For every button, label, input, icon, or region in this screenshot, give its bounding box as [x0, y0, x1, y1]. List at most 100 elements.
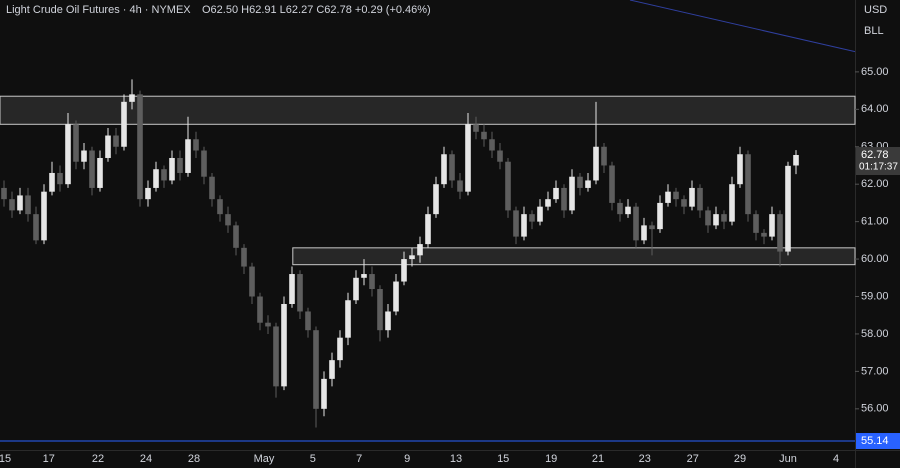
- x-tick-label: 24: [140, 453, 152, 465]
- x-tick-label: 17: [43, 453, 55, 465]
- x-tick-label: 19: [545, 453, 557, 465]
- candle-body: [609, 165, 615, 203]
- candle-body: [193, 139, 199, 151]
- candle-body: [561, 187, 567, 211]
- price-zone: [0, 95, 856, 125]
- candle-body: [521, 214, 527, 237]
- candle-body: [9, 199, 15, 211]
- candle-body: [513, 210, 519, 237]
- candle-body: [593, 146, 599, 181]
- candle-body: [449, 154, 455, 181]
- candle-body: [65, 124, 71, 185]
- candle-body: [721, 214, 727, 222]
- candle-body: [337, 337, 343, 361]
- candle-body: [473, 124, 479, 132]
- candle-body: [25, 195, 31, 215]
- candle-body: [121, 101, 127, 147]
- x-tick-label: May: [254, 453, 275, 465]
- countdown: 01:17:37: [859, 162, 898, 173]
- candle-body: [217, 199, 223, 215]
- candle-body: [369, 274, 375, 290]
- candle-body: [497, 150, 503, 162]
- candle-body: [545, 199, 551, 207]
- candle-body: [481, 131, 487, 140]
- candle-body: [697, 187, 703, 211]
- candle-body: [209, 176, 215, 200]
- unit: BLL: [864, 25, 884, 37]
- plot-area: [0, 79, 856, 428]
- candle-body: [129, 94, 135, 102]
- x-tick-label: 15: [0, 453, 11, 465]
- candle-body: [641, 225, 647, 241]
- x-tick-label: 5: [310, 453, 316, 465]
- candle-body: [577, 176, 583, 188]
- candle-body: [345, 300, 351, 338]
- y-tick-label: 61.00: [861, 216, 889, 228]
- candle-body: [257, 296, 263, 323]
- candle-body: [457, 180, 463, 192]
- candle-body: [241, 247, 247, 267]
- candle-body: [793, 154, 799, 166]
- y-tick-label: 60.00: [861, 253, 889, 265]
- candle-body: [153, 169, 159, 188]
- last-price-tag: [856, 146, 900, 175]
- candle-body: [281, 303, 287, 387]
- candle-body: [57, 172, 63, 185]
- candle-body: [289, 274, 295, 304]
- x-tick-label: 28: [188, 453, 200, 465]
- x-tick-label: 29: [734, 453, 746, 465]
- candle-body: [785, 165, 791, 252]
- y-tick-label: 57.00: [861, 365, 889, 377]
- trendline: [629, 0, 856, 53]
- y-tick-label: 58.00: [861, 328, 889, 340]
- candle-body: [385, 311, 391, 331]
- candle-body: [553, 187, 559, 200]
- candle-body: [777, 214, 783, 252]
- candle-body: [169, 157, 175, 181]
- x-tick-label: 9: [404, 453, 410, 465]
- candle-body: [265, 322, 271, 327]
- candle-body: [761, 232, 767, 237]
- y-tick-label: 56.00: [861, 403, 889, 415]
- candle-body: [329, 360, 335, 379]
- x-tick-label: 27: [687, 453, 699, 465]
- x-tick-label: 13: [450, 453, 462, 465]
- candle-body: [409, 255, 415, 260]
- candle-body: [441, 154, 447, 185]
- candle-body: [649, 225, 655, 230]
- candle-body: [417, 244, 423, 256]
- candle-body: [249, 266, 255, 297]
- hline-label: 55.14: [861, 435, 889, 447]
- x-tick-label: 15: [497, 453, 509, 465]
- candle-body: [425, 214, 431, 245]
- candle-body: [617, 202, 623, 215]
- candle-body: [601, 146, 607, 166]
- candle-body: [377, 289, 383, 331]
- candle-body: [177, 157, 183, 173]
- x-tick-label: 7: [356, 453, 362, 465]
- candle-body: [673, 191, 679, 200]
- candle-body: [113, 135, 119, 147]
- candle-body: [625, 206, 631, 215]
- candle-body: [657, 202, 663, 230]
- candle-body: [505, 161, 511, 211]
- candle-body: [1, 187, 7, 200]
- candle-body: [89, 150, 95, 188]
- candle-body: [729, 184, 735, 222]
- x-tick-label: 22: [92, 453, 104, 465]
- candle-body: [41, 191, 47, 241]
- candle-body: [233, 225, 239, 248]
- hline-tag: [856, 433, 900, 450]
- candle-body: [529, 214, 535, 222]
- candle-body: [401, 259, 407, 282]
- chart-title: Light Crude Oil Futures · 4h · NYMEX: [6, 4, 191, 16]
- candle-body: [753, 214, 759, 233]
- candle-body: [537, 206, 543, 222]
- candle-body: [361, 274, 367, 278]
- candle-body: [633, 206, 639, 241]
- candle-body: [305, 311, 311, 331]
- last-price-label: 62.78: [861, 149, 889, 161]
- candle-body: [713, 214, 719, 226]
- candle-body: [225, 214, 231, 226]
